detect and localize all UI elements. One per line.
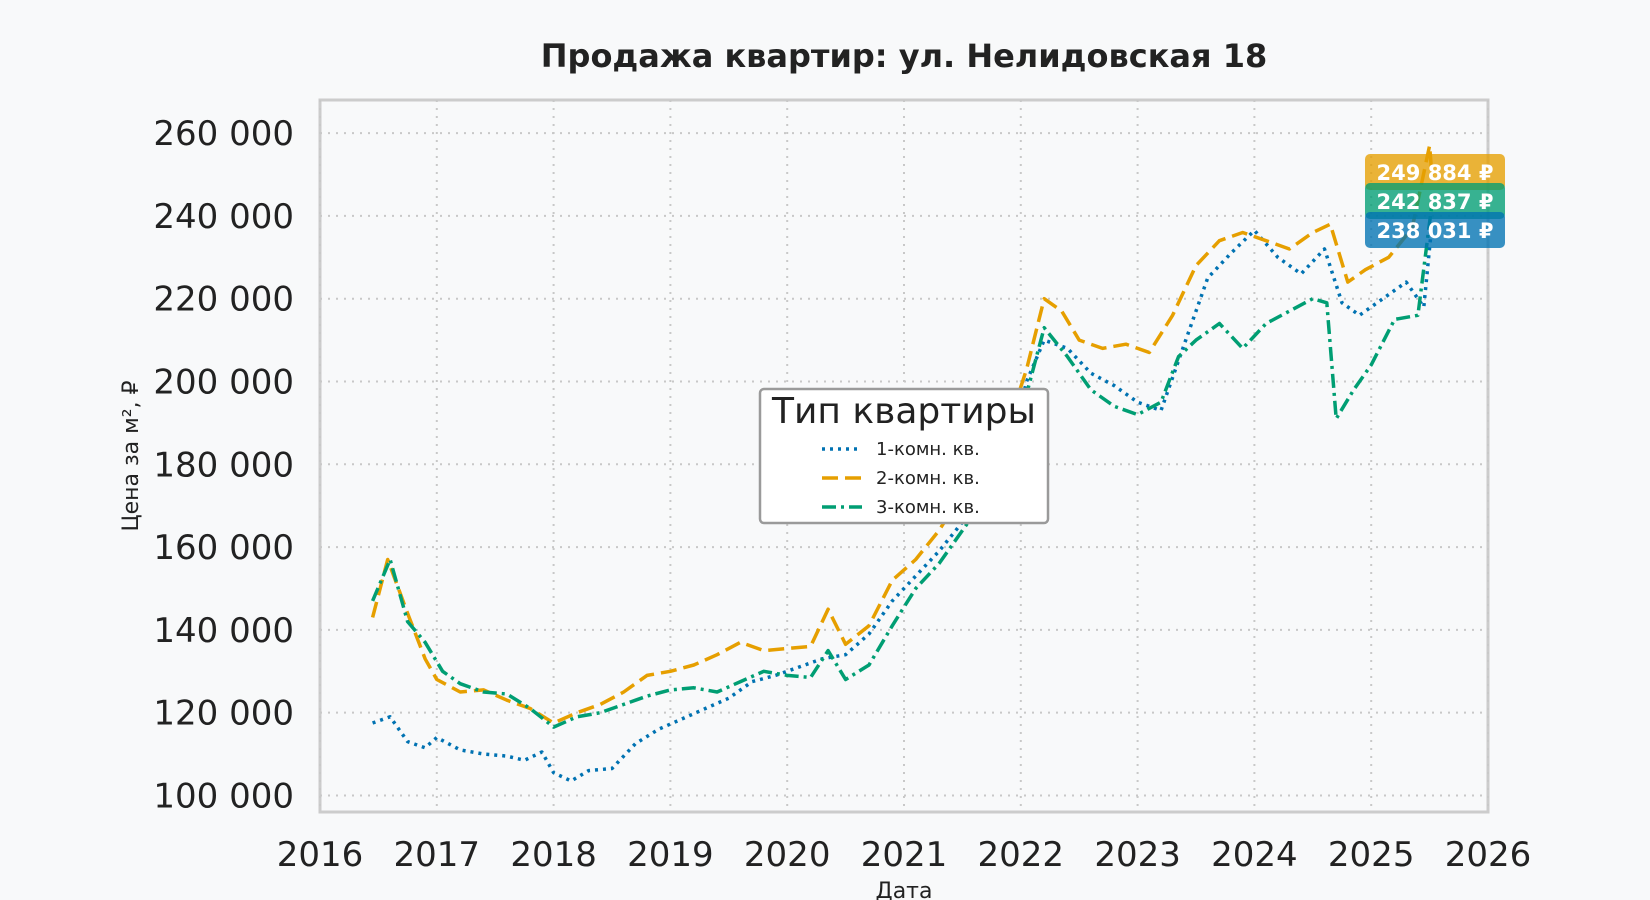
x-tick-label: 2016	[277, 835, 364, 875]
grid	[319, 100, 1489, 812]
legend-box	[758, 387, 1050, 525]
end-value-label: 242 837 ₽	[1377, 190, 1494, 214]
series-line-3	[370, 203, 1434, 729]
x-tick-label: 2021	[861, 835, 948, 875]
y-tick-label: 100 000	[153, 776, 294, 816]
x-tick-label: 2022	[978, 835, 1065, 875]
y-tick-label: 160 000	[153, 528, 294, 568]
series-line-1	[372, 223, 1434, 783]
y-tick-label: 120 000	[153, 694, 294, 734]
chart-title: Продажа квартир: ул. Нелидовская 18	[541, 37, 1267, 75]
x-tick-label: 2025	[1328, 835, 1415, 875]
x-axis-ticks: 2016 2017 2018 2019 2020 2021 2022 2023 2024 2025…	[277, 835, 1532, 875]
legend-title: Тип квартиры	[771, 391, 1036, 432]
y-axis-label: Цена за м², ₽	[119, 380, 144, 531]
x-axis-label: Дата	[876, 879, 933, 900]
x-tick-label: 2026	[1445, 835, 1532, 875]
series-layer	[370, 143, 1434, 783]
end-value-badge: 238 031 ₽	[1365, 212, 1505, 248]
y-tick-label: 260 000	[153, 114, 294, 154]
legend-label: 3-комн. кв.	[876, 497, 980, 518]
y-tick-label: 200 000	[153, 362, 294, 402]
legend-label: 1-комн. кв.	[876, 439, 980, 460]
end-value-label: 249 884 ₽	[1377, 161, 1494, 185]
end-value-label: 238 031 ₽	[1377, 219, 1494, 243]
y-tick-label: 140 000	[153, 611, 294, 651]
legend: Тип квартиры 1-комн. кв. 2-комн. кв. 3-ком…	[758, 387, 1050, 525]
end-value-badge-bg	[1365, 154, 1505, 190]
x-tick-label: 2018	[510, 835, 597, 875]
legend-label: 2-комн. кв.	[876, 468, 980, 489]
x-tick-label: 2020	[744, 835, 831, 875]
y-axis-ticks: 100 000 120 000 140 000 160 000 180 000 200 0…	[153, 114, 294, 816]
x-tick-label: 2017	[394, 835, 481, 875]
x-tick-label: 2023	[1094, 835, 1181, 875]
end-value-badge: 242 837 ₽	[1365, 183, 1505, 219]
x-tick-label: 2024	[1211, 835, 1298, 875]
end-labels: 249 884 ₽ 242 837 ₽ 238 031 ₽	[1365, 154, 1505, 248]
y-tick-label: 180 000	[153, 445, 294, 485]
x-tick-label: 2019	[627, 835, 714, 875]
y-tick-label: 240 000	[153, 197, 294, 237]
end-value-badge-bg	[1365, 183, 1505, 219]
end-value-badge-bg	[1365, 212, 1505, 248]
end-value-badge: 249 884 ₽	[1365, 154, 1505, 190]
y-tick-label: 220 000	[153, 280, 294, 320]
